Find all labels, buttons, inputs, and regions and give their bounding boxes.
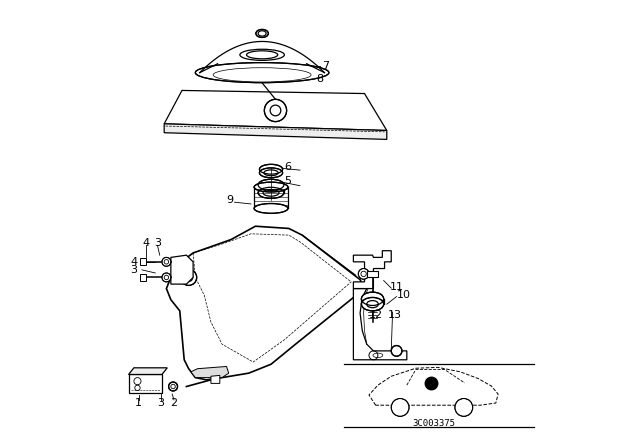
Text: 3: 3: [131, 265, 138, 275]
Polygon shape: [129, 375, 162, 393]
Text: 3: 3: [154, 238, 161, 248]
Ellipse shape: [254, 182, 288, 192]
Text: 4: 4: [143, 238, 150, 248]
Ellipse shape: [256, 30, 268, 38]
Polygon shape: [140, 274, 147, 281]
Text: 11: 11: [390, 282, 404, 292]
Polygon shape: [166, 226, 365, 380]
Circle shape: [391, 345, 402, 356]
Ellipse shape: [258, 187, 284, 198]
Circle shape: [180, 269, 196, 285]
Polygon shape: [367, 271, 378, 277]
Text: 3C003375: 3C003375: [412, 419, 455, 428]
Polygon shape: [140, 258, 147, 265]
Text: 5: 5: [284, 176, 291, 186]
Ellipse shape: [195, 63, 329, 82]
Polygon shape: [353, 251, 391, 289]
Polygon shape: [171, 255, 193, 284]
Ellipse shape: [362, 297, 383, 311]
Text: 3: 3: [157, 398, 164, 408]
Text: 1: 1: [135, 398, 142, 408]
Ellipse shape: [362, 292, 383, 306]
Text: 6: 6: [284, 162, 291, 172]
Text: 12: 12: [369, 310, 383, 320]
Polygon shape: [164, 124, 387, 139]
Text: 8: 8: [316, 74, 324, 84]
Polygon shape: [129, 368, 167, 375]
Circle shape: [168, 382, 177, 391]
Circle shape: [455, 399, 473, 416]
Circle shape: [162, 273, 171, 282]
Polygon shape: [164, 90, 387, 130]
Polygon shape: [353, 289, 407, 360]
Text: 7: 7: [322, 61, 330, 71]
Polygon shape: [191, 366, 228, 378]
Ellipse shape: [258, 179, 284, 190]
Text: 13: 13: [388, 310, 402, 320]
Text: 9: 9: [227, 194, 234, 205]
Text: 10: 10: [397, 290, 411, 300]
Circle shape: [264, 99, 287, 121]
Ellipse shape: [259, 164, 283, 174]
Circle shape: [162, 258, 171, 266]
Circle shape: [391, 399, 409, 416]
Ellipse shape: [254, 203, 288, 213]
Text: 2: 2: [170, 398, 177, 408]
Polygon shape: [211, 375, 220, 383]
Circle shape: [358, 268, 369, 279]
Text: 4: 4: [131, 257, 138, 267]
Ellipse shape: [240, 49, 284, 60]
Ellipse shape: [259, 168, 283, 178]
